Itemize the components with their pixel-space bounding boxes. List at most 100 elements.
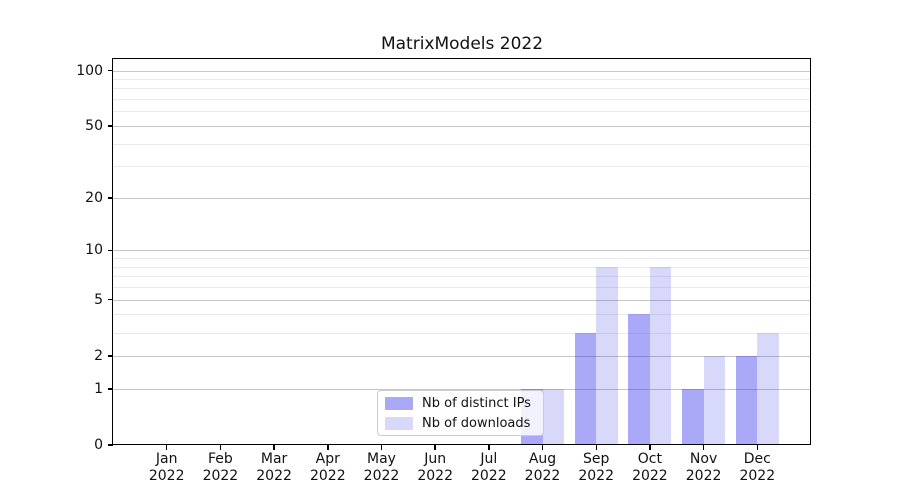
y-tick-label-1: 1	[94, 380, 103, 397]
x-tick-year: 2022	[309, 468, 346, 484]
x-tick-month: Apr	[315, 451, 340, 467]
x-tick-month: Jan	[155, 451, 178, 467]
gridline-minor-40	[113, 143, 811, 145]
bar-downloads-Dec	[757, 332, 779, 445]
x-tick-month: Feb	[207, 451, 233, 467]
x-tick-mark-Mar	[273, 445, 275, 450]
y-tick-label-2: 2	[94, 347, 103, 364]
gridline-minor-6	[113, 287, 811, 289]
x-tick-label-Mar: Mar 2022	[256, 451, 292, 485]
gridline-minor-90	[113, 79, 811, 80]
bar-downloads-Aug	[542, 388, 564, 445]
x-tick-mark-Oct	[649, 445, 651, 450]
x-tick-mark-Jun	[434, 445, 436, 450]
x-tick-mark-Sep	[595, 445, 597, 450]
y-tick-mark-100	[108, 69, 113, 72]
x-tick-month: Mar	[260, 451, 288, 467]
legend-label-distinct-ips: Nb of distinct IPs	[422, 395, 531, 411]
x-tick-mark-Jul	[488, 445, 490, 450]
x-tick-year: 2022	[470, 468, 507, 484]
gridline-major-5	[113, 299, 811, 301]
legend-entry-downloads: Nb of downloads	[385, 416, 543, 431]
legend-label-downloads: Nb of downloads	[422, 415, 531, 431]
x-tick-label-Sep: Sep 2022	[578, 451, 614, 485]
x-tick-month: Oct	[637, 451, 662, 467]
x-tick-year: 2022	[202, 468, 239, 484]
x-tick-label-Jun: Jun 2022	[417, 451, 453, 485]
gridline-minor-70	[113, 99, 811, 101]
bar-downloads-Nov	[703, 355, 726, 445]
x-tick-label-Jan: Jan 2022	[149, 451, 185, 485]
bar-downloads-Sep	[596, 266, 618, 445]
chart-title: MatrixModels 2022	[380, 34, 544, 54]
y-tick-mark-20	[108, 197, 113, 199]
gridline-minor-3	[113, 332, 811, 334]
x-tick-year: 2022	[524, 468, 561, 484]
legend-entry-distinct-ips: Nb of distinct IPs	[385, 396, 543, 411]
gridline-minor-60	[113, 111, 811, 113]
gridline-minor-7	[113, 276, 811, 278]
x-tick-label-Aug: Aug 2022	[525, 451, 561, 485]
x-tick-label-Oct: Oct 2022	[632, 451, 668, 485]
x-tick-year: 2022	[632, 468, 668, 484]
x-tick-year: 2022	[578, 468, 615, 484]
x-tick-mark-May	[380, 445, 383, 450]
bar-distinct-ips-Oct	[628, 314, 650, 445]
bar-distinct-ips-Dec	[735, 355, 758, 445]
bar-distinct-ips-Nov	[682, 388, 704, 445]
x-tick-year: 2022	[148, 468, 185, 484]
y-tick-mark-1	[108, 388, 113, 390]
x-tick-label-Feb: Feb 2022	[203, 451, 239, 485]
gridline-minor-8	[113, 266, 811, 268]
y-tick-label-20: 20	[85, 189, 103, 206]
y-tick-mark-10	[108, 249, 113, 252]
x-tick-label-May: May 2022	[364, 451, 400, 485]
x-tick-year: 2022	[256, 468, 292, 484]
legend: Nb of distinct IPs Nb of downloads	[377, 390, 544, 436]
x-tick-label-Dec: Dec 2022	[739, 451, 775, 485]
x-tick-mark-Apr	[327, 445, 329, 450]
x-tick-month: Aug	[528, 451, 557, 467]
x-tick-year: 2022	[417, 468, 454, 484]
x-tick-year: 2022	[363, 468, 400, 484]
y-tick-mark-5	[108, 298, 113, 301]
gridline-major-1	[113, 388, 811, 390]
bar-distinct-ips-Sep	[574, 332, 597, 445]
y-tick-mark-0	[108, 444, 113, 446]
legend-swatch-downloads	[385, 416, 413, 430]
gridline-minor-30	[113, 166, 811, 168]
y-tick-label-50: 50	[85, 117, 103, 134]
x-tick-mark-Aug	[541, 445, 544, 450]
x-tick-month: May	[367, 451, 396, 467]
legend-swatch-distinct-ips	[385, 396, 413, 410]
y-tick-label-5: 5	[94, 291, 103, 308]
gridline-major-2	[113, 355, 811, 357]
gridline-minor-80	[113, 88, 811, 90]
x-tick-month: Jun	[424, 451, 447, 467]
gridline-major-20	[113, 197, 811, 199]
gridline-minor-9	[113, 258, 811, 260]
x-tick-month: Jul	[480, 451, 498, 467]
x-tick-year: 2022	[739, 468, 776, 484]
x-tick-label-Apr: Apr 2022	[310, 451, 346, 485]
y-tick-label-100: 100	[76, 62, 103, 79]
x-tick-month: Dec	[743, 451, 771, 467]
y-tick-mark-2	[108, 355, 113, 357]
x-tick-label-Jul: Jul 2022	[471, 451, 507, 485]
bar-downloads-Oct	[649, 266, 672, 445]
y-tick-label-0: 0	[94, 437, 103, 453]
x-tick-month: Nov	[689, 451, 718, 467]
x-tick-label-Nov: Nov 2022	[686, 451, 722, 485]
gridline-major-10	[113, 250, 811, 252]
y-tick-label-10: 10	[85, 242, 103, 259]
x-tick-mark-Jan	[165, 445, 168, 450]
gridline-major-50	[113, 125, 811, 127]
gridline-minor-4	[113, 314, 811, 316]
x-tick-month: Sep	[582, 451, 610, 467]
y-tick-mark-50	[108, 125, 113, 127]
x-tick-mark-Feb	[219, 445, 222, 450]
x-tick-mark-Nov	[702, 445, 705, 450]
x-tick-year: 2022	[685, 468, 722, 484]
x-tick-mark-Dec	[756, 445, 759, 450]
